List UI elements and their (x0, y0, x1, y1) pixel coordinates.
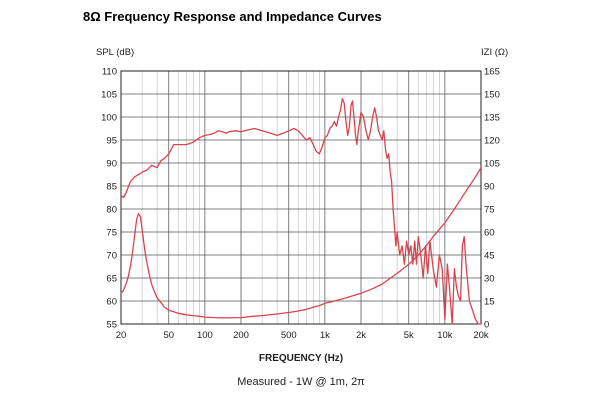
right-y-tick-label: 30 (484, 274, 495, 285)
left-y-tick-label: 60 (106, 297, 117, 308)
impedance-curve (120, 167, 482, 319)
spl-curve (120, 97, 481, 325)
left-y-tick-labels: 110 105 100 95 90 85 80 75 70 65 60 55 (101, 67, 117, 331)
right-axis-label: IZI (Ω) (481, 47, 508, 58)
measurement-caption: Measured - 1W @ 1m, 2π (237, 376, 365, 388)
x-tick-label: 2k (356, 330, 366, 341)
left-axis-label: SPL (dB) (96, 47, 134, 58)
x-tick-label: 1k (320, 330, 330, 341)
x-tick-label: 200 (233, 330, 249, 341)
x-tick-label: 100 (197, 330, 213, 341)
curves (120, 97, 482, 325)
left-y-tick-label: 85 (106, 182, 117, 193)
x-tick-label: 10k (437, 330, 453, 341)
left-y-tick-label: 100 (101, 113, 117, 124)
right-y-tick-label: 75 (484, 205, 495, 216)
x-tick-label: 500 (281, 330, 297, 341)
left-y-tick-label: 80 (106, 205, 117, 216)
left-y-tick-label: 105 (101, 90, 117, 101)
left-y-tick-label: 70 (106, 251, 117, 262)
right-y-tick-label: 105 (484, 159, 500, 170)
x-axis-label: FREQUENCY (Hz) (259, 353, 343, 364)
right-y-tick-label: 90 (484, 182, 495, 193)
x-tick-label: 50 (163, 330, 174, 341)
minor-gridlines (141, 71, 446, 324)
x-tick-label: 20 (116, 330, 127, 341)
major-gridlines (120, 70, 482, 325)
left-y-tick-label: 75 (106, 228, 117, 239)
left-y-tick-label: 65 (106, 274, 117, 285)
right-y-tick-label: 0 (484, 320, 489, 331)
page-title: 8Ω Frequency Response and Impedance Curv… (83, 9, 382, 24)
x-tick-labels: 20 50 100 200 500 1k 2k 5k 10k 20k (116, 330, 489, 341)
left-y-tick-label: 110 (102, 67, 117, 78)
left-y-tick-label: 90 (106, 159, 117, 170)
right-y-tick-label: 15 (484, 297, 495, 308)
plot-frame (120, 70, 482, 325)
right-y-tick-label: 60 (484, 228, 495, 239)
x-tick-label: 5k (404, 330, 414, 341)
right-y-tick-label: 165 (484, 67, 500, 78)
right-y-tick-label: 150 (484, 90, 500, 101)
x-tick-label: 20k (473, 330, 489, 341)
right-y-tick-label: 120 (484, 136, 500, 147)
left-y-tick-label: 95 (106, 136, 117, 147)
right-y-tick-label: 45 (484, 251, 495, 262)
right-y-tick-label: 135 (484, 113, 500, 124)
left-y-tick-label: 55 (106, 320, 117, 331)
